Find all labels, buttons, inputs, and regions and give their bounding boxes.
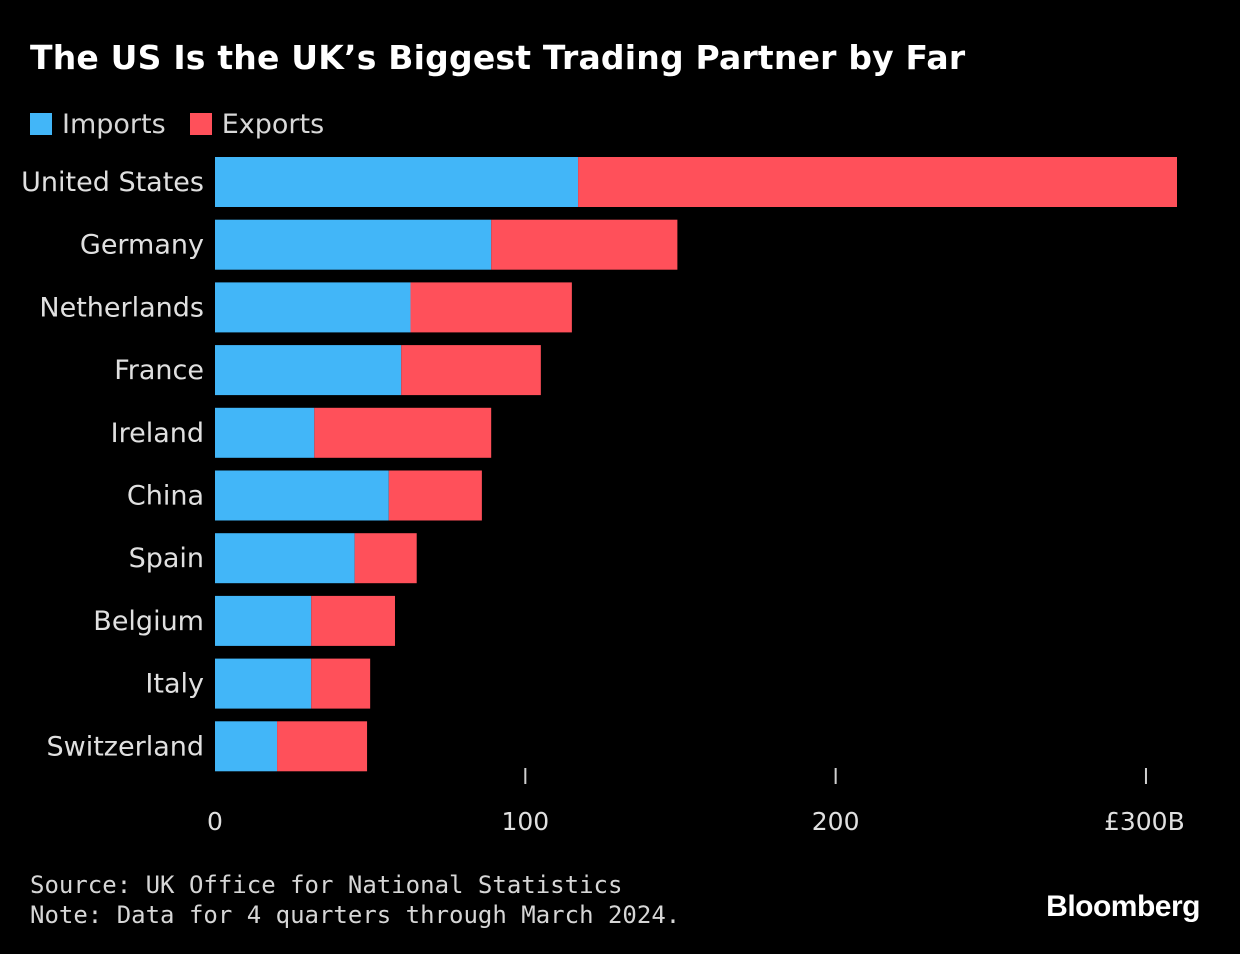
legend-swatch-exports xyxy=(189,113,212,135)
x-tick-label-100: 100 xyxy=(501,807,549,836)
bar-exports-germany xyxy=(491,219,678,270)
category-label-switzerland: Switzerland xyxy=(47,731,205,762)
bar-chart: United States Germany Netherlands France Ire… xyxy=(21,157,1185,836)
legend-label-exports: Exports xyxy=(221,108,325,140)
bar-exports-belgium xyxy=(311,595,395,646)
bloomberg-logo: Bloomberg xyxy=(1046,890,1200,923)
bar-imports-belgium xyxy=(215,595,312,646)
bar-imports-italy xyxy=(215,658,312,709)
legend-item-imports: Imports xyxy=(30,109,166,140)
category-label-china: China xyxy=(127,481,204,512)
legend-swatch-imports xyxy=(30,113,52,135)
legend: Imports Exports xyxy=(30,106,348,142)
bar-exports-ireland xyxy=(314,407,492,458)
category-label-france: France xyxy=(114,355,204,386)
chart-title: The US Is the UK’s Biggest Trading Partn… xyxy=(30,38,966,77)
source-note: Source: UK Office for National Statistic… xyxy=(30,871,623,899)
bar-imports-germany xyxy=(215,219,492,270)
footer: Source: UK Office for National Statistic… xyxy=(30,870,680,930)
category-label-ireland: Ireland xyxy=(111,418,204,449)
bar-exports-spain xyxy=(354,533,417,584)
bar-exports-switzerland xyxy=(277,721,368,772)
category-label-netherlands: Netherlands xyxy=(39,292,204,323)
bar-exports-italy xyxy=(311,658,371,709)
data-note: Note: Data for 4 quarters through March … xyxy=(30,901,681,929)
bar-imports-spain xyxy=(215,533,355,584)
category-label-italy: Italy xyxy=(145,669,204,700)
bar-imports-switzerland xyxy=(215,721,278,772)
bar-exports-netherlands xyxy=(410,282,572,333)
bar-imports-china xyxy=(215,470,389,521)
bar-imports-united-states xyxy=(215,157,579,207)
bar-exports-france xyxy=(401,345,541,396)
x-tick-label-300: £300B xyxy=(1104,807,1185,836)
bar-imports-france xyxy=(215,345,402,396)
category-label-germany: Germany xyxy=(80,230,204,261)
category-label-united-states: United States xyxy=(21,167,204,198)
bar-imports-ireland xyxy=(215,407,315,458)
category-label-spain: Spain xyxy=(129,543,204,574)
bar-exports-china xyxy=(388,470,482,521)
x-tick-label-200: 200 xyxy=(812,807,860,836)
category-label-belgium: Belgium xyxy=(93,606,204,637)
x-tick-label-0: 0 xyxy=(207,807,223,836)
legend-item-exports: Exports xyxy=(189,108,325,140)
legend-label-imports: Imports xyxy=(62,108,166,140)
bar-imports-netherlands xyxy=(215,282,411,333)
bar-exports-united-states xyxy=(578,157,1177,207)
